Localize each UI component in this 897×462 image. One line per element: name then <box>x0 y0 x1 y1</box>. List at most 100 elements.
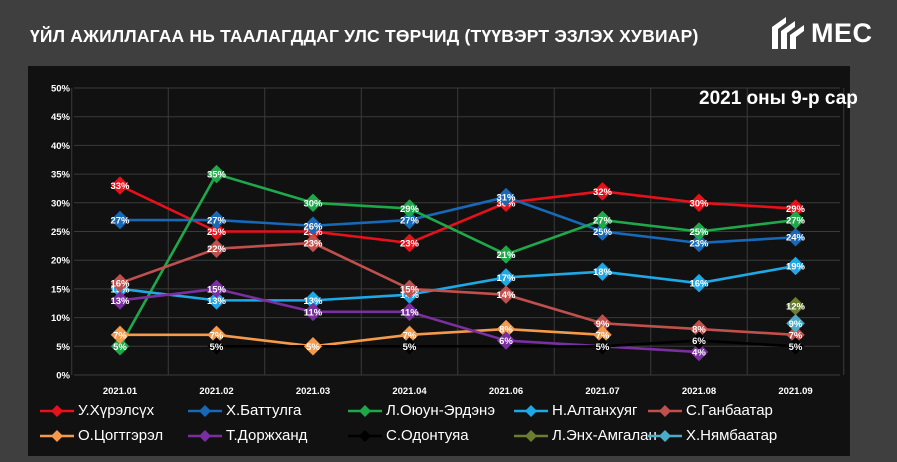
legend-marker <box>514 404 548 417</box>
series-line <box>120 195 796 245</box>
legend-marker <box>348 429 382 442</box>
legend-marker <box>40 404 74 417</box>
data-label: 11% <box>304 307 323 318</box>
legend-item: Л.Оюун-Эрдэнэ <box>348 402 536 419</box>
legend-label: У.Хүрэлсүх <box>78 402 155 419</box>
data-label: 7% <box>403 330 417 341</box>
data-label: 29% <box>786 204 806 215</box>
data-point <box>689 331 709 350</box>
data-point <box>496 331 516 350</box>
series-line <box>119 241 796 337</box>
data-label: 5% <box>113 342 127 353</box>
data-point <box>207 279 226 299</box>
data-label: 9% <box>596 319 610 330</box>
data-label: 25% <box>689 227 709 238</box>
legend-item: О.Цогтгэрэл <box>40 427 210 444</box>
data-label: 27% <box>593 216 613 227</box>
chart-panel: 0% 5% 10% 15% 20% 25% 30% 35% 40% 45% 50% 2021.01 20… <box>28 66 850 456</box>
data-label: 7% <box>596 330 610 341</box>
chart-subtitle: 2021 оны 9-р сар <box>699 88 858 109</box>
data-label: 27% <box>786 216 806 227</box>
data-label: 35% <box>207 170 227 181</box>
data-point <box>689 273 709 293</box>
data-label: 7% <box>113 330 127 341</box>
data-point <box>786 313 805 333</box>
y-tick-label: 15% <box>51 284 71 295</box>
data-label: 30% <box>689 198 709 209</box>
legend-label: О.Цогтгэрэл <box>78 427 164 444</box>
data-label: 29% <box>400 204 420 215</box>
x-tick-label: 2021.07 <box>585 386 619 397</box>
data-label: 17% <box>496 273 516 284</box>
data-point <box>496 245 516 264</box>
data-point <box>400 210 419 230</box>
legend-label: Н.Алтанхуяг <box>552 402 638 419</box>
data-label: 31% <box>496 193 516 204</box>
data-point <box>400 279 419 299</box>
legend-item: С.Одонтуяа <box>348 427 536 444</box>
mec-logo: MEC <box>768 12 873 54</box>
data-label: 15% <box>207 284 227 295</box>
legend-marker <box>40 429 74 442</box>
legend-item: Х.Баттулга <box>188 402 370 419</box>
data-label: 22% <box>207 244 227 255</box>
legend-label: Л.Энх-Амгалан <box>552 427 657 444</box>
data-point <box>400 336 419 356</box>
series-line <box>120 327 603 348</box>
data-point <box>400 302 419 322</box>
data-point <box>689 222 709 241</box>
data-label: 25% <box>593 227 613 238</box>
legend-label: С.Одонтуяа <box>386 427 469 444</box>
chart-title: ҮЙЛ АЖИЛЛАГАА НЬ ТААЛАГДДАГ УЛС ТӨРЧИД (… <box>30 26 699 46</box>
y-tick-label: 35% <box>51 170 71 181</box>
data-label: 12% <box>786 302 806 313</box>
chart-legend: У.Хүрэлсүх Х.Баттулга Л.Оюун-Эрдэнэ Н.Алтан… <box>40 402 842 444</box>
legend-marker <box>188 404 222 417</box>
data-point <box>303 302 323 322</box>
data-point <box>110 291 130 310</box>
data-point <box>786 227 805 247</box>
data-point <box>303 233 323 253</box>
line-chart: 0% 5% 10% 15% 20% 25% 30% 35% 40% 45% 50% 2021.01 20… <box>51 84 845 397</box>
x-tick-label: 2021.01 <box>103 386 138 397</box>
data-label: 26% <box>303 221 323 232</box>
data-label: 5% <box>306 342 320 353</box>
data-label: 7% <box>789 330 803 341</box>
data-point <box>400 199 419 218</box>
data-label: 24% <box>786 233 806 244</box>
x-tick-label: 2021.06 <box>489 386 523 397</box>
data-label: 11% <box>400 307 419 318</box>
legend-item: С.Ганбаатар <box>648 402 820 419</box>
y-tick-label: 50% <box>51 84 71 95</box>
data-label: 33% <box>110 181 130 192</box>
legend-item: У.Хүрэлсүх <box>40 402 210 419</box>
data-label: 5% <box>789 342 803 353</box>
data-label: 15% <box>400 284 420 295</box>
legend-marker <box>648 429 682 442</box>
data-point <box>110 210 130 230</box>
data-label: 18% <box>593 267 613 278</box>
x-tick-label: 2021.02 <box>199 386 233 397</box>
data-point <box>786 256 805 276</box>
legend-item: Н.Алтанхуяг <box>514 402 670 419</box>
data-label: 5% <box>210 342 224 353</box>
data-point <box>110 325 130 345</box>
x-tick-label: 2021.08 <box>682 386 716 397</box>
data-point <box>689 193 709 213</box>
y-tick-label: 0% <box>56 371 70 382</box>
data-label: 21% <box>496 250 516 261</box>
data-label: 32% <box>593 187 613 198</box>
data-label: 27% <box>207 216 227 227</box>
data-point <box>110 336 130 356</box>
y-tick-label: 45% <box>51 112 71 123</box>
data-point <box>303 336 323 356</box>
data-point <box>593 336 612 356</box>
y-tick-label: 10% <box>51 313 71 324</box>
data-point <box>786 210 805 230</box>
data-label: 19% <box>786 261 806 272</box>
series-line <box>118 172 796 347</box>
data-label: 27% <box>110 216 130 227</box>
legend-marker <box>348 404 382 417</box>
series-line <box>119 184 796 245</box>
